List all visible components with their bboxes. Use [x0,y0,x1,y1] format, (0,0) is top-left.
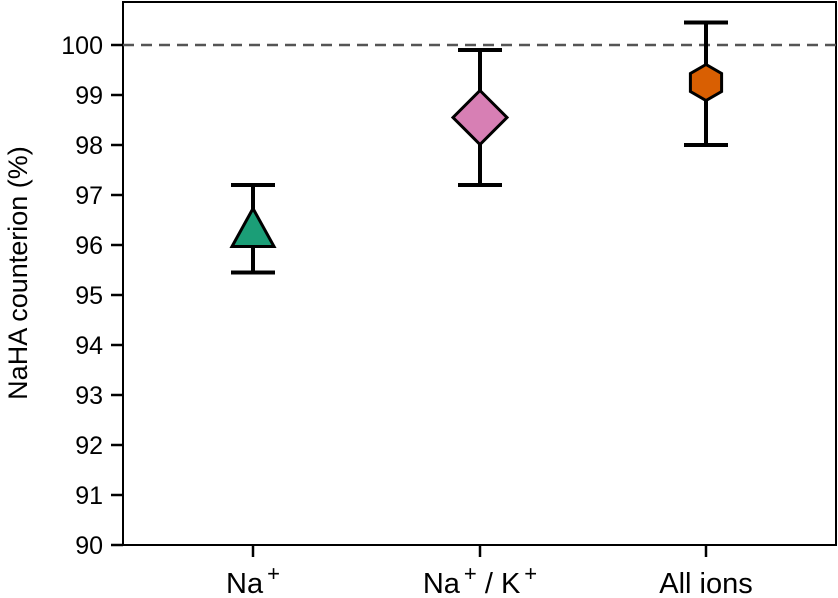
y-tick-label: 92 [75,432,103,460]
hexagon-marker [688,62,724,103]
y-tick-label: 100 [61,32,103,60]
x-tick-label: Na + [226,561,280,598]
x-tick-label: All ions [659,568,753,598]
y-tick-label: 97 [75,182,103,210]
y-tick-label: 99 [75,82,103,110]
data-series [229,20,728,275]
triangle-marker [229,205,277,248]
x-axis: Na + Na + / K + All ions [226,545,753,598]
y-tick-label: 90 [75,532,103,560]
y-axis-label: NaHA counterion (%) [3,146,33,400]
y-tick-label: 95 [75,282,103,310]
data-point [229,183,277,275]
y-tick-label: 93 [75,382,103,410]
diamond-marker [450,88,510,147]
y-tick-label: 96 [75,232,103,260]
data-point [450,48,510,187]
x-tick-label: Na + / K + [423,561,537,598]
y-tick-label: 98 [75,132,103,160]
y-axis: 90 91 92 93 94 95 96 97 98 99 100 [61,32,123,560]
y-tick-label: 94 [75,332,103,360]
y-tick-label: 91 [75,482,103,510]
data-point [684,20,728,147]
